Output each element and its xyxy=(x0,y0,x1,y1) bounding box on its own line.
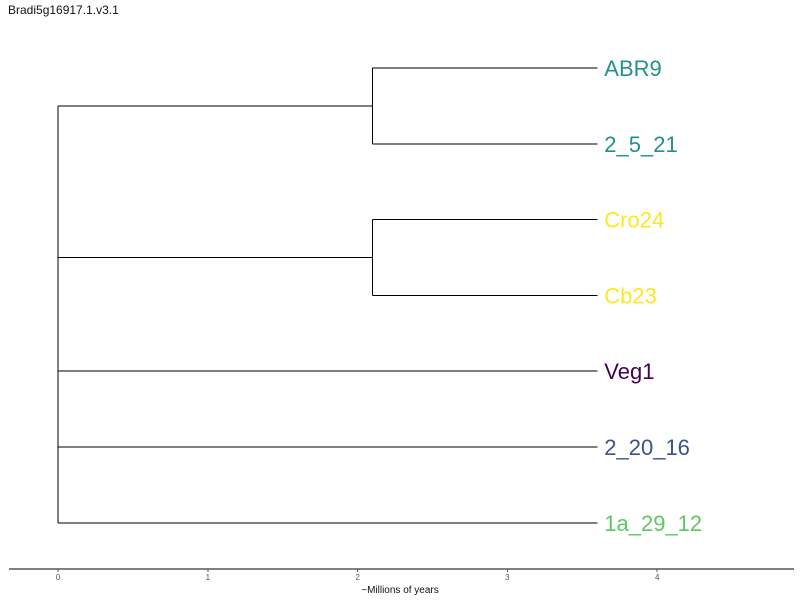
leaf-label-Cb23: Cb23 xyxy=(604,283,657,308)
axis-tick-label: 0 xyxy=(56,573,61,582)
leaf-label-2_5_21: 2_5_21 xyxy=(604,132,677,157)
tree-title: Bradi5g16917.1.v3.1 xyxy=(8,3,119,17)
leaf-label-Cro24: Cro24 xyxy=(604,208,664,233)
leaf-label-Veg1: Veg1 xyxy=(604,359,654,384)
axis-tick-label: 3 xyxy=(505,573,510,582)
leaf-label-2_20_16: 2_20_16 xyxy=(604,435,690,460)
tree-branches xyxy=(57,67,598,524)
axis-label: ~Millions of years xyxy=(361,585,439,596)
axis-tick-label: 2 xyxy=(355,573,360,582)
leaf-label-1a_29_12: 1a_29_12 xyxy=(604,511,702,536)
axis-tick-label: 1 xyxy=(206,573,211,582)
leaf-labels: ABR9 2_5_21 Cro24 Cb23 Veg1 2_20_16 1a_29_12 xyxy=(604,56,702,536)
leaf-label-ABR9: ABR9 xyxy=(604,56,661,81)
time-axis: 0 1 2 3 4 ~Millions of years xyxy=(9,568,794,596)
axis-tick-label: 4 xyxy=(655,573,660,582)
